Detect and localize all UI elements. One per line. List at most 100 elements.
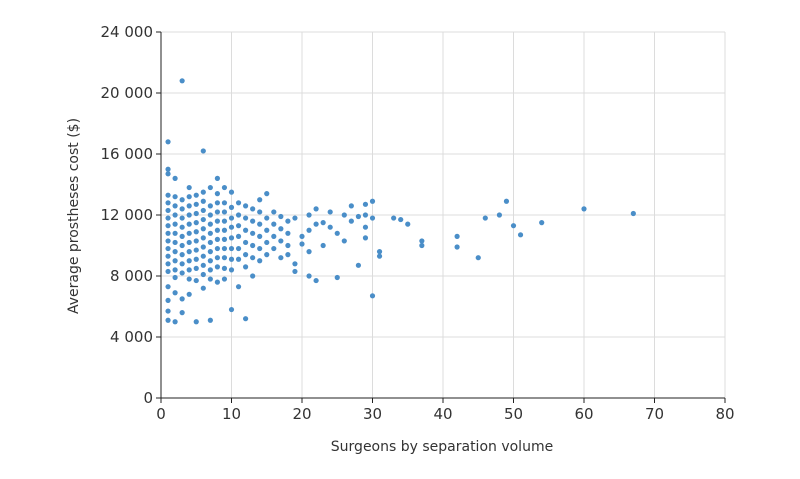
data-point bbox=[243, 215, 249, 221]
data-point bbox=[228, 306, 235, 313]
data-point bbox=[200, 216, 206, 223]
data-point bbox=[419, 238, 425, 244]
data-point bbox=[186, 184, 192, 191]
data-point bbox=[250, 218, 256, 224]
data-point bbox=[355, 262, 361, 268]
data-point bbox=[186, 230, 192, 236]
data-point bbox=[221, 265, 228, 271]
data-point bbox=[179, 261, 185, 267]
data-point bbox=[165, 223, 171, 229]
data-point bbox=[165, 261, 171, 267]
data-point bbox=[207, 203, 213, 209]
data-point bbox=[214, 227, 220, 233]
data-point bbox=[264, 215, 270, 221]
grid bbox=[161, 31, 726, 398]
data-point bbox=[327, 224, 333, 230]
data-point bbox=[341, 238, 347, 244]
data-point bbox=[207, 221, 213, 227]
data-point bbox=[165, 253, 171, 259]
data-point bbox=[257, 245, 263, 252]
y-tick-label: 0 bbox=[143, 389, 153, 407]
data-point bbox=[235, 284, 242, 290]
data-point bbox=[313, 206, 319, 212]
data-point bbox=[221, 236, 228, 242]
data-point bbox=[165, 171, 171, 177]
data-point bbox=[172, 239, 178, 246]
data-point bbox=[376, 253, 383, 259]
data-point bbox=[221, 245, 228, 252]
data-point bbox=[207, 230, 213, 236]
x-tick-label: 0 bbox=[156, 405, 166, 423]
data-point bbox=[362, 224, 369, 230]
data-point bbox=[193, 220, 199, 226]
data-point bbox=[369, 215, 376, 221]
data-point bbox=[264, 227, 270, 233]
data-point bbox=[243, 239, 249, 246]
y-tick-label: 20 000 bbox=[101, 84, 154, 102]
y-tick-label: 8 000 bbox=[110, 267, 153, 285]
data-point bbox=[257, 221, 263, 227]
data-point bbox=[348, 218, 354, 224]
x-tick-label: 20 bbox=[292, 405, 311, 423]
data-point bbox=[165, 192, 171, 198]
data-point bbox=[271, 233, 277, 239]
data-point bbox=[292, 215, 298, 221]
data-point bbox=[250, 206, 256, 212]
data-point bbox=[228, 204, 235, 210]
data-point bbox=[179, 224, 185, 230]
x-tick-label: 60 bbox=[574, 405, 593, 423]
data-point bbox=[369, 198, 376, 204]
data-point bbox=[348, 203, 354, 209]
data-point bbox=[221, 227, 228, 233]
data-point bbox=[362, 235, 369, 241]
data-point bbox=[207, 276, 213, 282]
y-tick-label: 24 000 bbox=[101, 23, 154, 41]
data-point bbox=[235, 245, 242, 252]
data-point bbox=[228, 267, 235, 273]
x-tick-label: 30 bbox=[363, 405, 382, 423]
x-tick-label: 40 bbox=[433, 405, 452, 423]
data-point bbox=[179, 296, 185, 302]
data-point bbox=[334, 230, 340, 236]
data-point bbox=[214, 255, 220, 261]
data-point bbox=[172, 290, 178, 296]
data-point bbox=[264, 239, 270, 246]
data-point bbox=[250, 255, 256, 261]
x-tick-label: 50 bbox=[504, 405, 523, 423]
data-point bbox=[257, 233, 263, 239]
data-point bbox=[193, 238, 199, 244]
data-point bbox=[320, 242, 326, 249]
x-tick-label: 10 bbox=[222, 405, 241, 423]
data-point bbox=[243, 316, 249, 322]
data-point bbox=[193, 210, 199, 217]
x-tick-label: 70 bbox=[645, 405, 664, 423]
data-point bbox=[172, 230, 178, 236]
data-point bbox=[172, 319, 178, 325]
data-point bbox=[200, 285, 206, 291]
data-point bbox=[172, 249, 178, 255]
data-point bbox=[285, 242, 291, 249]
data-point bbox=[193, 277, 199, 284]
data-point bbox=[306, 273, 312, 279]
data-point bbox=[207, 258, 213, 264]
data-point bbox=[179, 242, 185, 249]
data-point bbox=[207, 249, 213, 255]
data-point bbox=[186, 194, 192, 200]
data-point bbox=[200, 148, 206, 154]
data-point bbox=[193, 247, 199, 253]
data-point bbox=[165, 284, 171, 290]
data-point bbox=[228, 189, 235, 195]
data-point bbox=[264, 191, 270, 197]
data-point bbox=[235, 200, 242, 206]
data-point bbox=[285, 252, 291, 258]
data-point bbox=[228, 256, 235, 262]
data-point bbox=[228, 224, 235, 230]
y-tick-label: 4 000 bbox=[110, 328, 153, 346]
data-point bbox=[362, 201, 369, 207]
data-point bbox=[482, 215, 488, 221]
data-point bbox=[235, 233, 242, 239]
data-point bbox=[172, 274, 178, 281]
data-point bbox=[299, 241, 305, 247]
data-point bbox=[200, 189, 206, 195]
data-point bbox=[510, 223, 517, 229]
